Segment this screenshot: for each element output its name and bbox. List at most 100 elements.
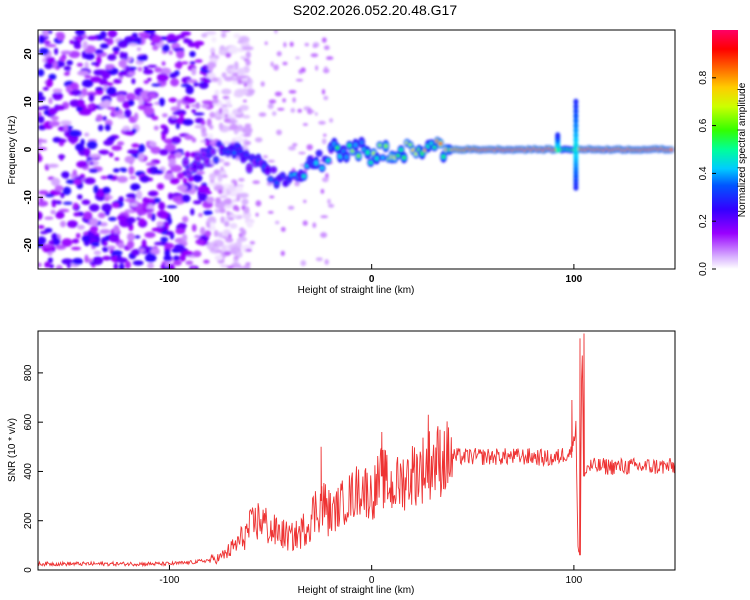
- noise-blob: [220, 32, 227, 38]
- noise-blob: [241, 198, 249, 205]
- noise-blob: [224, 113, 228, 118]
- noise-blob: [287, 205, 295, 210]
- noise-blob: [179, 254, 186, 262]
- noise-blob: [209, 124, 214, 130]
- noise-blob: [45, 44, 57, 48]
- noise-blob: [124, 155, 136, 164]
- noise-blob: [96, 114, 103, 122]
- noise-blob: [100, 30, 107, 39]
- signal-blob: [432, 145, 437, 149]
- noise-blob: [45, 78, 53, 88]
- colorbar-tick-label: 0.2: [698, 214, 709, 228]
- noise-blob: [201, 103, 210, 109]
- noise-blob: [65, 85, 72, 93]
- noise-blob: [214, 255, 223, 261]
- noise-blob: [312, 222, 317, 228]
- noise-blob: [168, 97, 178, 103]
- noise-blob: [198, 212, 203, 218]
- noise-blob: [61, 258, 73, 265]
- noise-blob: [191, 137, 197, 143]
- noise-blob: [158, 201, 166, 211]
- noise-blob: [164, 260, 170, 268]
- noise-blob: [69, 39, 75, 45]
- noise-blob: [70, 83, 77, 89]
- noise-blob: [101, 203, 112, 212]
- noise-blob: [156, 73, 169, 82]
- noise-blob: [232, 72, 239, 77]
- noise-blob: [194, 59, 203, 63]
- noise-blob: [38, 153, 42, 162]
- noise-blob: [175, 122, 180, 130]
- spur-blob: [555, 132, 561, 139]
- signal-blob: [314, 160, 319, 166]
- noise-blob: [217, 189, 223, 195]
- noise-blob: [221, 72, 227, 78]
- noise-blob: [214, 89, 220, 96]
- noise-blob: [172, 111, 182, 116]
- noise-blob: [54, 185, 64, 192]
- noise-blob: [73, 212, 80, 217]
- noise-blob: [38, 68, 45, 77]
- noise-blob: [120, 168, 128, 173]
- noise-blob: [104, 235, 110, 242]
- signal-blob: [408, 143, 413, 147]
- noise-blob: [192, 250, 202, 258]
- noise-blob: [127, 71, 136, 76]
- noise-blob: [160, 81, 167, 86]
- noise-blob: [77, 70, 89, 76]
- noise-blob: [267, 103, 274, 110]
- noise-blob: [187, 79, 198, 84]
- noise-blob: [229, 124, 239, 131]
- noise-blob: [145, 162, 157, 167]
- noise-blob: [219, 107, 223, 115]
- noise-blob: [238, 89, 251, 95]
- noise-blob: [300, 260, 307, 267]
- noise-blob: [239, 80, 251, 85]
- noise-blob: [298, 151, 306, 155]
- noise-blob: [235, 75, 247, 79]
- noise-blob: [107, 30, 118, 38]
- noise-blob: [252, 180, 260, 184]
- noise-blob: [75, 143, 85, 152]
- noise-blob: [111, 250, 123, 256]
- noise-blob: [191, 67, 197, 76]
- noise-blob: [169, 72, 178, 79]
- snr-frame: [37, 330, 676, 571]
- noise-blob: [89, 203, 100, 212]
- noise-blob: [44, 193, 55, 198]
- noise-blob: [220, 30, 231, 33]
- noise-blob: [162, 113, 168, 118]
- noise-blob: [177, 222, 187, 229]
- signal-blob: [396, 154, 400, 158]
- noise-blob: [63, 201, 73, 205]
- noise-blob: [232, 204, 239, 211]
- noise-blob: [182, 216, 189, 223]
- noise-blob: [90, 76, 102, 83]
- noise-blob: [129, 175, 137, 180]
- noise-blob: [48, 97, 53, 105]
- noise-blob: [211, 52, 215, 56]
- noise-blob: [117, 39, 129, 48]
- signal-blob: [183, 160, 188, 165]
- noise-blob: [182, 118, 194, 126]
- noise-blob: [39, 230, 48, 235]
- noise-blob: [290, 108, 296, 113]
- noise-blob: [77, 98, 84, 108]
- noise-blob: [245, 51, 251, 59]
- noise-blob: [207, 61, 217, 69]
- noise-blob: [49, 120, 60, 127]
- noise-blob: [226, 265, 234, 269]
- noise-blob: [134, 112, 139, 121]
- noise-blob: [38, 47, 50, 56]
- noise-blob: [166, 205, 178, 209]
- noise-blob: [224, 76, 234, 82]
- noise-blob: [102, 255, 111, 261]
- noise-blob: [314, 112, 318, 116]
- noise-blob: [213, 230, 219, 237]
- noise-blob: [292, 97, 296, 103]
- snr-panel: -100 0 100 0 200 400 600 800 Height of straight…: [7, 330, 676, 596]
- noise-blob: [52, 91, 64, 101]
- colorbar: 0.0 0.2 0.4 0.6 0.8 Normalized spectral ampl…: [698, 30, 748, 276]
- noise-blob: [100, 175, 109, 180]
